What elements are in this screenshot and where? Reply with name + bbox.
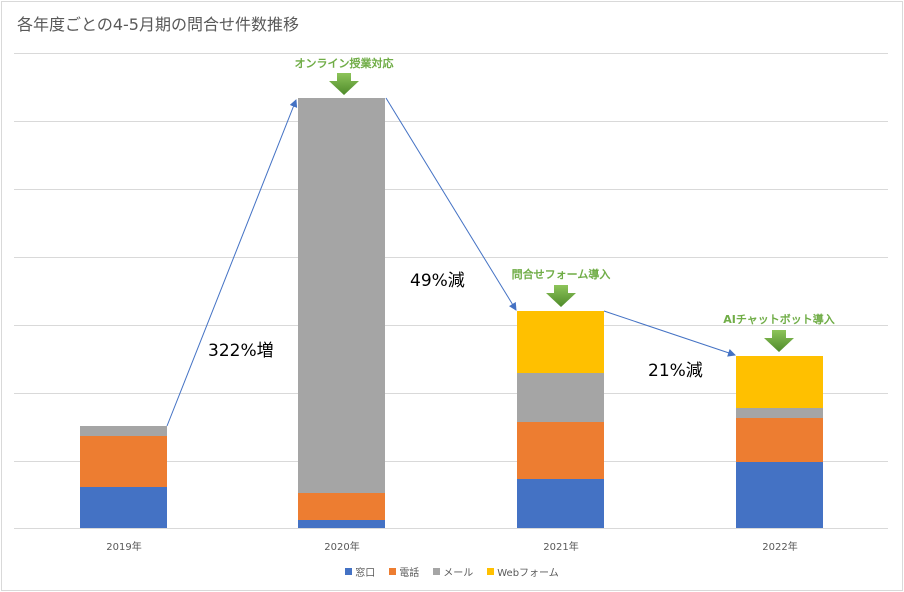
gridline (14, 393, 888, 394)
change-label-2021-2022: 21%減 (648, 361, 703, 381)
legend-item-webform[interactable]: Webフォーム (487, 564, 559, 579)
gridline (14, 325, 888, 326)
legend-swatch-icon (487, 568, 495, 575)
bar-segment (80, 487, 167, 528)
arrow-2019-2020 (166, 99, 298, 427)
arrow-2020-2021 (385, 97, 517, 311)
down-arrow-icon (764, 330, 794, 352)
x-label-2021: 2021年 (543, 542, 579, 553)
legend-swatch-icon (345, 568, 353, 575)
legend-swatch-icon (389, 568, 397, 575)
change-label-2019-2020: 322%増 (208, 341, 274, 361)
bar-segment (736, 418, 823, 462)
x-label-2020: 2020年 (324, 542, 360, 553)
legend-item-window[interactable]: 窓口 (345, 564, 375, 579)
bar-segment (517, 373, 604, 422)
bar-segment (80, 436, 167, 487)
gridline (14, 189, 888, 190)
bar-segment (517, 422, 604, 479)
bar-segment (736, 356, 823, 408)
bar-segment (298, 98, 385, 493)
bar-segment (517, 479, 604, 528)
x-label-2022: 2022年 (762, 542, 798, 553)
change-label-2020-2021: 49%減 (410, 271, 465, 291)
x-label-2019: 2019年 (106, 542, 142, 553)
gridline (14, 257, 888, 258)
event-label-2021: 問合せフォーム導入 (511, 268, 611, 281)
legend: 窓口 電話 メール Webフォーム (0, 564, 904, 579)
event-label-2020: オンライン授業対応 (294, 57, 394, 70)
legend-item-phone[interactable]: 電話 (389, 564, 419, 579)
legend-label: 電話 (399, 568, 420, 579)
legend-label: メール (443, 568, 474, 579)
down-arrow-icon (546, 285, 576, 307)
bar-segment (80, 426, 167, 436)
event-label-2022: AIチャットボット導入 (723, 313, 835, 326)
gridline (14, 121, 888, 122)
legend-label: 窓口 (355, 568, 376, 579)
down-arrow-icon (329, 73, 359, 95)
bar-segment (517, 311, 604, 373)
legend-swatch-icon (433, 568, 441, 575)
gridline (14, 461, 888, 462)
x-axis-line (14, 528, 888, 529)
bar-segment (298, 493, 385, 520)
bar-segment (736, 462, 823, 528)
legend-label: Webフォーム (497, 568, 559, 579)
arrow-2021-2022 (603, 310, 736, 357)
legend-item-mail[interactable]: メール (433, 564, 473, 579)
bar-segment (298, 520, 385, 528)
bar-segment (736, 408, 823, 418)
chart-title: 各年度ごとの4-5月期の問合せ件数推移 (17, 15, 299, 34)
gridline (14, 53, 888, 54)
